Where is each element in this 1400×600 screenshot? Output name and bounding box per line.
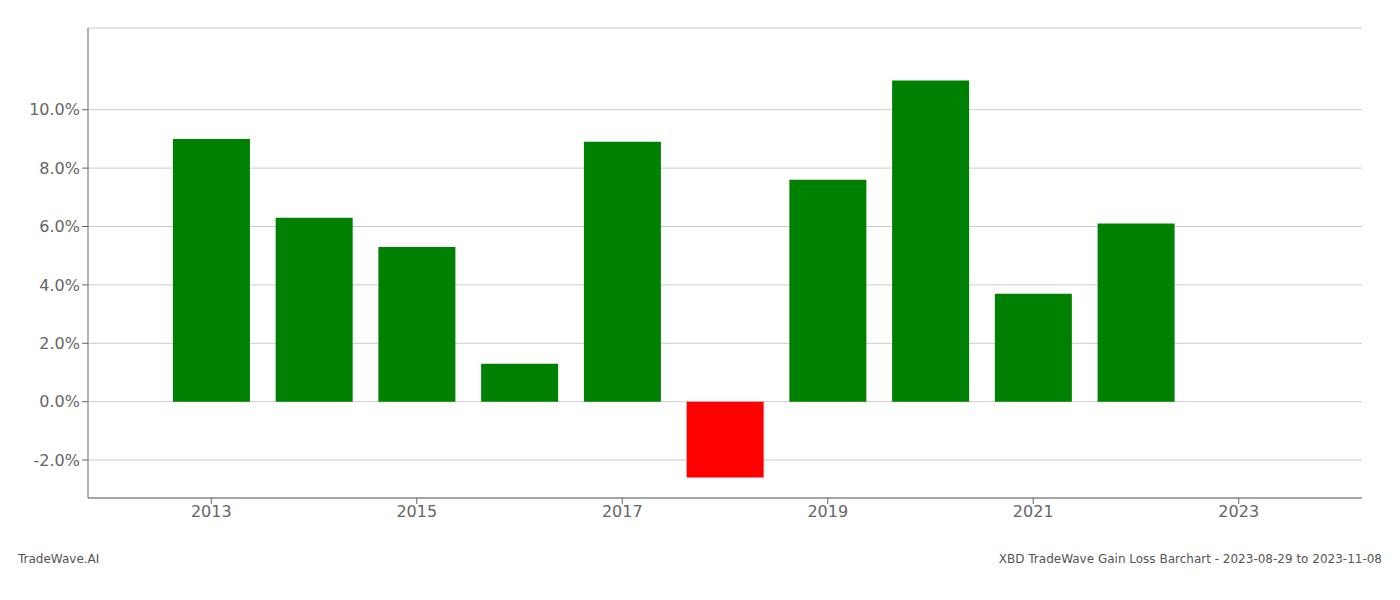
svg-text:-2.0%: -2.0% — [34, 451, 80, 470]
svg-text:0.0%: 0.0% — [39, 392, 80, 411]
svg-text:2021: 2021 — [1013, 502, 1054, 521]
svg-text:2023: 2023 — [1218, 502, 1259, 521]
svg-text:8.0%: 8.0% — [39, 159, 80, 178]
svg-text:2019: 2019 — [807, 502, 848, 521]
svg-text:6.0%: 6.0% — [39, 217, 80, 236]
svg-text:4.0%: 4.0% — [39, 276, 80, 295]
html-text:XBD TradeWave Gain Loss Barcha: XBD TradeWave Gain Loss Barchart - 2023-… — [998, 552, 1382, 566]
html-text:TradeWave.AI: TradeWave.AI — [18, 552, 100, 566]
svg-text:2017: 2017 — [602, 502, 643, 521]
svg-text:2015: 2015 — [396, 502, 437, 521]
svg-text:10.0%: 10.0% — [29, 100, 80, 119]
svg-text:2.0%: 2.0% — [39, 334, 80, 353]
svg-text:2013: 2013 — [191, 502, 232, 521]
